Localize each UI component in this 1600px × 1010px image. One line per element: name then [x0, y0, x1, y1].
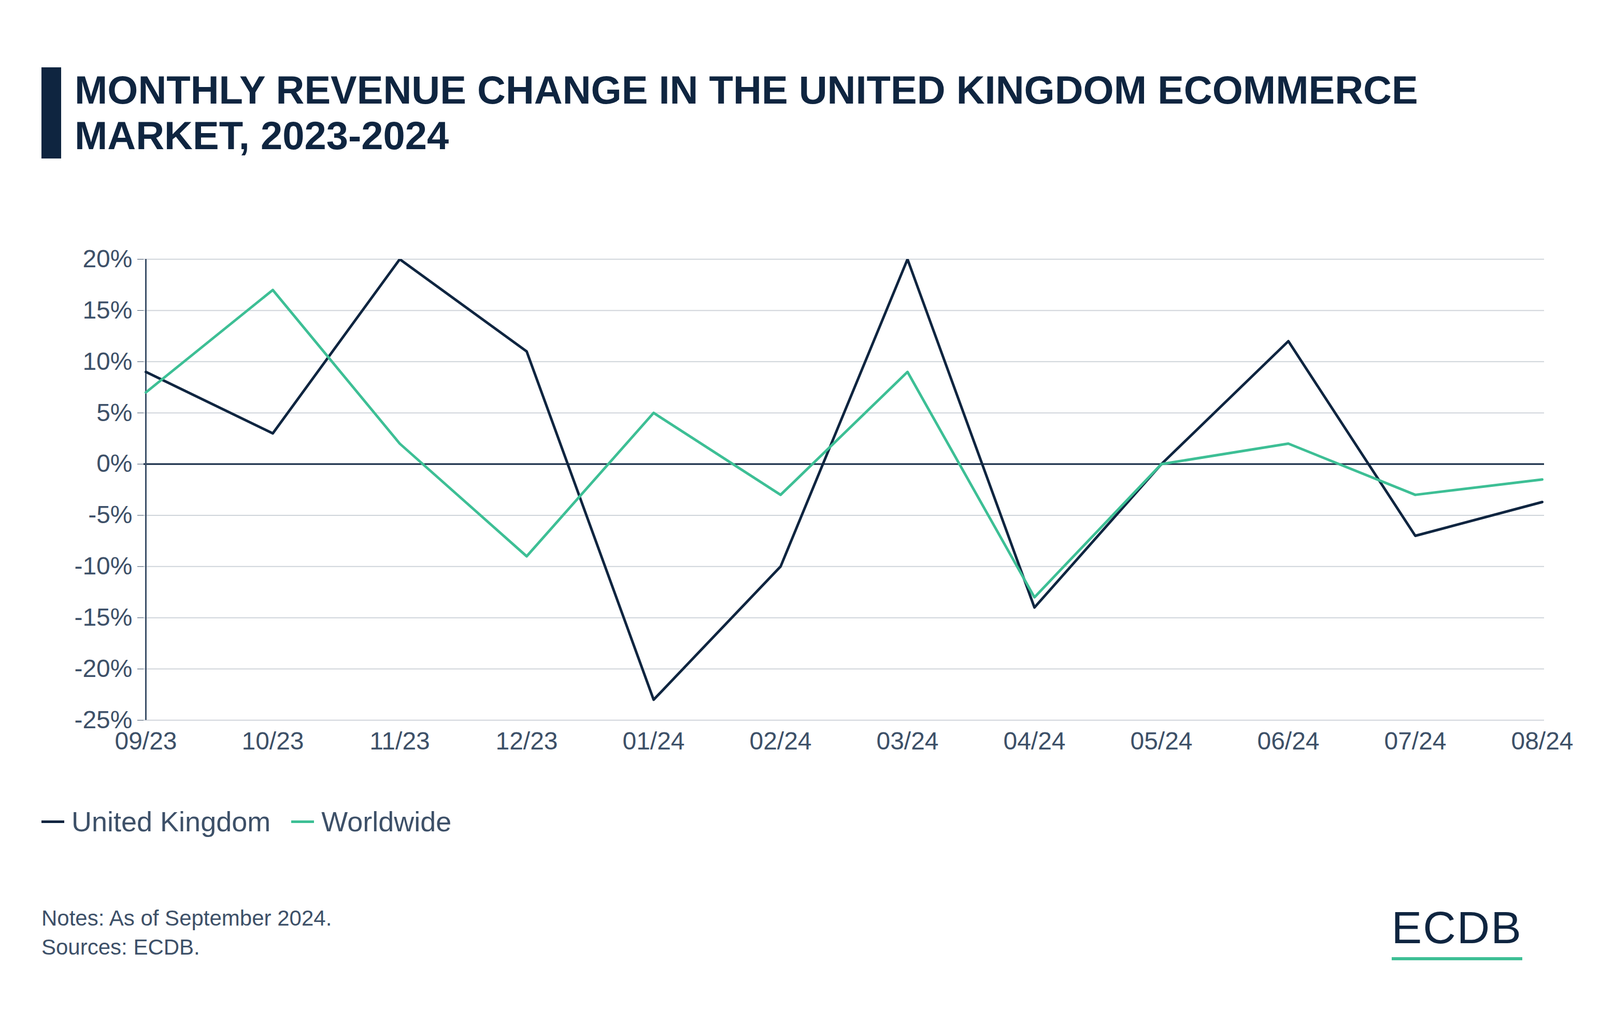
- svg-text:10/23: 10/23: [241, 727, 304, 755]
- svg-text:-15%: -15%: [74, 603, 133, 632]
- svg-text:08/24: 08/24: [1510, 727, 1574, 755]
- svg-text:-10%: -10%: [74, 552, 133, 580]
- svg-text:06/24: 06/24: [1256, 727, 1320, 755]
- svg-text:15%: 15%: [82, 296, 133, 324]
- svg-text:03/24: 03/24: [876, 727, 939, 755]
- html-text:Sources: ECDB.: Sources: ECDB.: [41, 935, 200, 960]
- html-text:Worldwide: Worldwide: [321, 806, 452, 838]
- svg-text:12/23: 12/23: [495, 727, 558, 755]
- html-text:Notes: As of September 2024.: Notes: As of September 2024.: [41, 906, 332, 931]
- svg-text:04/24: 04/24: [1003, 727, 1066, 755]
- html-text:United Kingdom: United Kingdom: [71, 806, 271, 838]
- html-text:MONTHLY REVENUE CHANGE IN THE: MONTHLY REVENUE CHANGE IN THE UNITED KIN…: [74, 67, 1418, 158]
- svg-text:07/24: 07/24: [1383, 727, 1447, 755]
- svg-text:20%: 20%: [82, 245, 133, 273]
- html-text:ECDB: ECDB: [1391, 902, 1523, 954]
- svg-text:5%: 5%: [96, 398, 133, 427]
- svg-text:-25%: -25%: [74, 706, 133, 734]
- svg-text:-20%: -20%: [74, 654, 133, 683]
- svg-text:11/23: 11/23: [369, 727, 431, 755]
- svg-text:09/23: 09/23: [114, 727, 177, 755]
- svg-text:10%: 10%: [82, 347, 133, 376]
- svg-text:0%: 0%: [96, 449, 133, 478]
- svg-text:01/24: 01/24: [622, 727, 685, 755]
- svg-text:05/24: 05/24: [1130, 727, 1193, 755]
- svg-text:-5%: -5%: [88, 501, 133, 529]
- svg-text:02/24: 02/24: [749, 727, 812, 755]
